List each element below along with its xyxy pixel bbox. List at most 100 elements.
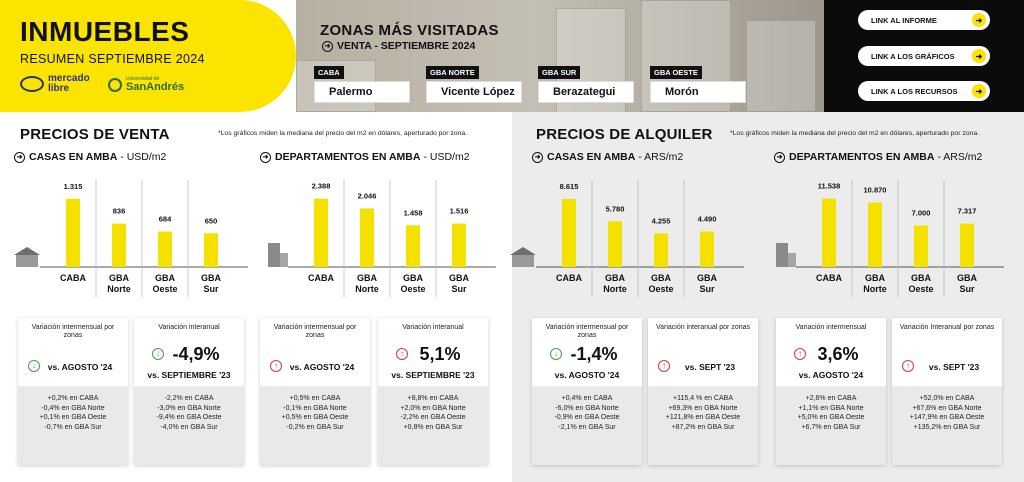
card-period: vs. AGOSTO '24 bbox=[47, 362, 113, 372]
data-label: 5.780 bbox=[606, 204, 625, 213]
variation-card: Variación intermensual 3,6% ↑ vs. AGOSTO '2… bbox=[776, 318, 886, 465]
variation-card: Variación interanual 5,1% ↑ vs. SEPTIEMBRE … bbox=[378, 318, 488, 465]
detail-line: -9,4% en GBA Oeste bbox=[156, 414, 222, 421]
detail-line: -0,4% en GBA Norte bbox=[41, 404, 105, 412]
card-value: -1,4% bbox=[570, 344, 618, 364]
chart-svg: 11.538CABA10.870GBANorte7.000GBAOeste7.3… bbox=[776, 180, 1004, 297]
detail-line: +0,5% en GBA Oeste bbox=[281, 414, 349, 421]
category-label: GBA bbox=[357, 273, 378, 283]
detail-line: -4,0% en GBA Sur bbox=[160, 423, 218, 431]
arrow-right-icon: ➜ bbox=[972, 84, 986, 98]
building-icon bbox=[788, 253, 796, 267]
zone-gba-oeste: GBA OESTE Morón bbox=[650, 62, 746, 103]
detail-line: -6,0% en GBA Norte bbox=[555, 404, 619, 412]
detail-line: -0,9% en GBA Oeste bbox=[554, 414, 620, 421]
category-label: Sur bbox=[699, 284, 715, 294]
data-label: 10.870 bbox=[864, 186, 887, 195]
card-title: Variación interanual bbox=[158, 324, 220, 331]
zones-title: ZONAS MÁS VISITADAS bbox=[320, 22, 499, 39]
card-header: Variación interanual -4,9% ↓ vs. SEPTIEMBRE… bbox=[134, 318, 244, 386]
category-label: Oeste bbox=[152, 284, 177, 294]
variation-card: Variación interanual -4,9% ↓ vs. SEPTIEMBRE… bbox=[134, 318, 244, 465]
category-label: CABA bbox=[556, 273, 582, 283]
detail-line: +67,6% en GBA Norte bbox=[912, 404, 982, 412]
data-label: 4.255 bbox=[652, 216, 671, 225]
bar bbox=[562, 198, 576, 267]
data-label: 7.317 bbox=[958, 207, 977, 216]
detail-line: +0,4% en CABA bbox=[561, 395, 613, 402]
arrow-right-icon: ➜ bbox=[260, 151, 271, 163]
card-title: Variación intermensual bbox=[795, 324, 867, 331]
category-label: Norte bbox=[355, 284, 379, 294]
category-label: Oeste bbox=[400, 284, 425, 294]
card-title: Variación intermensual por zonas bbox=[545, 324, 629, 339]
data-label: 1.458 bbox=[404, 208, 423, 217]
category-label: GBA bbox=[911, 273, 932, 283]
detail-line: -2,1% en GBA Sur bbox=[558, 423, 616, 431]
variation-card: Variación Interanual por zonas ↑ vs. SEPT … bbox=[892, 318, 1002, 465]
card-header: Variación intermensual por zonas -1,4% ↓ vs… bbox=[532, 318, 642, 386]
category-label: GBA bbox=[155, 273, 176, 283]
alquiler-title: PRECIOS DE ALQUILER bbox=[536, 126, 713, 143]
card-period: vs. AGOSTO '24 bbox=[554, 370, 620, 380]
card-value: 5,1% bbox=[419, 344, 461, 364]
arrow-up-icon: ↑ bbox=[396, 348, 408, 360]
card-header: Variación interanual 5,1% ↑ vs. SEPTIEMBRE … bbox=[378, 318, 488, 386]
card-header: Variación interanual por zonas ↑ vs. SEPT … bbox=[648, 318, 758, 386]
arrow-down-icon: ↓ bbox=[28, 360, 40, 372]
detail-line: -2,2% en GBA Oeste bbox=[400, 414, 466, 421]
building-icon bbox=[776, 243, 788, 267]
data-label: 4.490 bbox=[698, 215, 717, 224]
detail-line: +0,1% en GBA Oeste bbox=[39, 414, 107, 421]
link-informe-button[interactable]: LINK AL INFORME ➜ bbox=[858, 10, 990, 30]
arrow-down-icon: ↓ bbox=[152, 348, 164, 360]
arrow-up-icon: ↑ bbox=[794, 348, 806, 360]
data-label: 11.538 bbox=[818, 182, 841, 191]
data-label: 1.315 bbox=[64, 182, 83, 191]
card-details: +8,8% en CABA +2,0% en GBA Norte -2,2% en … bbox=[378, 386, 488, 465]
bar bbox=[204, 233, 218, 267]
detail-line: +147,9% en GBA Oeste bbox=[909, 414, 985, 421]
data-label: 650 bbox=[205, 216, 218, 225]
zones-subtitle: ➜ VENTA - SEPTIEMBRE 2024 bbox=[322, 40, 475, 52]
card-details: +0,5% en CABA -0,1% en GBA Norte +0,5% en … bbox=[260, 386, 370, 465]
category-label: Oeste bbox=[648, 284, 673, 294]
zone-caba: CABA Palermo bbox=[314, 62, 410, 103]
data-label: 684 bbox=[159, 215, 172, 224]
bar-chart: 2.388 CABA 2.046 GBA Norte 1.458 GBA Oeste 1.516… bbox=[260, 172, 500, 302]
house-roof-icon bbox=[510, 247, 536, 255]
bar-chart: 8.615 CABA 5.780 GBA Norte 4.255 GBA Oeste 4.490… bbox=[508, 172, 748, 302]
card-value: 3,6% bbox=[817, 344, 859, 364]
card-details: -2,2% en CABA -3,0% en GBA Norte -9,4% en … bbox=[134, 386, 244, 465]
data-label: 836 bbox=[113, 207, 126, 216]
arrow-right-icon: ➜ bbox=[972, 49, 986, 63]
detail-line: +135,2% en GBA Sur bbox=[913, 423, 981, 431]
bar bbox=[452, 223, 466, 267]
card-details: +0,4% en CABA -6,0% en GBA Norte -0,9% en … bbox=[532, 386, 642, 465]
detail-line: +6,7% en GBA Sur bbox=[801, 423, 861, 431]
category-label: GBA bbox=[449, 273, 470, 283]
bar bbox=[66, 198, 80, 267]
page-subtitle: RESUMEN SEPTIEMBRE 2024 bbox=[20, 52, 205, 66]
card-period: vs. AGOSTO '24 bbox=[289, 362, 355, 372]
bar bbox=[822, 198, 836, 267]
venta-title: PRECIOS DE VENTA bbox=[20, 126, 170, 143]
link-graficos-button[interactable]: LINK A LOS GRÁFICOS ➜ bbox=[858, 46, 990, 66]
detail-line: +52,0% en CABA bbox=[919, 395, 975, 402]
card-details: +52,0% en CABA +67,6% en GBA Norte +147,9%… bbox=[892, 386, 1002, 465]
category-label: Norte bbox=[603, 284, 627, 294]
detail-line: +115,4 % en CABA bbox=[673, 395, 733, 402]
detail-line: +0,5% en CABA bbox=[289, 395, 341, 402]
bar bbox=[406, 225, 420, 267]
link-recursos-button[interactable]: LINK A LOS RECURSOS ➜ bbox=[858, 81, 990, 101]
bar-chart: 11.538 CABA 10.870 GBA Norte 7.000 GBA Oeste 7.3… bbox=[768, 172, 1008, 302]
data-label: 2.046 bbox=[358, 191, 377, 200]
card-title: Variación intermensual por zonas bbox=[31, 324, 115, 339]
card-period: vs. SEPTIEMBRE '23 bbox=[147, 370, 231, 380]
arrow-up-icon: ↑ bbox=[658, 360, 670, 372]
card-header: Variación intermensual por zonas ↓ vs. AGO… bbox=[18, 318, 128, 386]
chart-heading: ➜ DEPARTAMENTOS EN AMBA - ARS/m2 bbox=[774, 151, 982, 163]
arrow-right-icon: ➜ bbox=[532, 151, 543, 163]
arrow-right-icon: ➜ bbox=[322, 40, 333, 52]
